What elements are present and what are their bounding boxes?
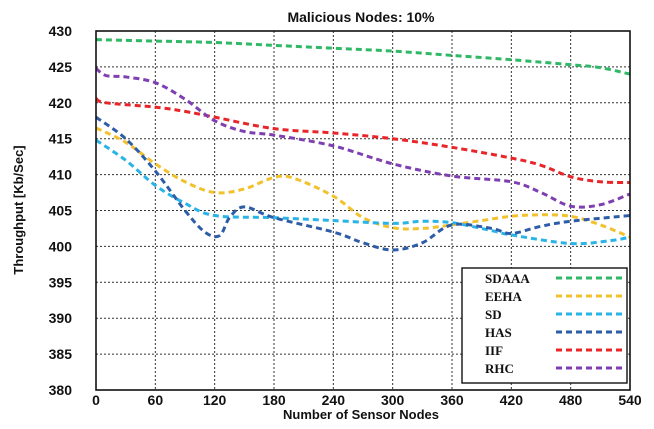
x-tick-label: 420 [500, 392, 524, 408]
y-axis-label: Throughput [Kb/Sec] [11, 145, 26, 274]
legend-box [461, 267, 628, 384]
series-line-iif [95, 97, 631, 184]
y-tick-label: 430 [49, 23, 73, 39]
y-tick-label: 380 [49, 382, 73, 398]
legend-label-sdaaa: SDAAA [485, 271, 530, 286]
y-tick-label: 400 [49, 238, 73, 254]
legend-label-sd: SD [485, 307, 502, 322]
x-tick-label: 0 [92, 392, 100, 408]
x-tick-labels: 0 60 120 180 240 300 360 420 480 540 [92, 392, 642, 408]
x-tick-label: 360 [440, 392, 464, 408]
chart-title: Malicious Nodes: 10% [287, 9, 435, 25]
y-tick-label: 385 [49, 346, 73, 362]
y-tick-label: 410 [49, 167, 73, 183]
series-line-sd [95, 138, 631, 246]
series-line-has [95, 115, 631, 252]
y-tick-label: 395 [49, 274, 73, 290]
x-tick-label: 240 [322, 392, 346, 408]
series-lines [95, 38, 631, 252]
x-axis-label: Number of Sensor Nodes [283, 407, 439, 422]
series-line-sdaaa [95, 38, 631, 76]
y-tick-labels: 380 385 390 395 400 405 410 415 420 425 430 [49, 23, 73, 398]
x-tick-label: 120 [203, 392, 227, 408]
series-line-rhc [95, 67, 631, 209]
y-tick-label: 425 [49, 59, 73, 75]
legend: SDAAA EEHA SD HAS IIF RHC [461, 267, 628, 384]
legend-label-iif: IIF [485, 343, 503, 358]
x-tick-label: 540 [618, 392, 642, 408]
y-tick-label: 415 [49, 131, 73, 147]
x-tick-label: 60 [148, 392, 164, 408]
legend-label-eeha: EEHA [485, 289, 522, 304]
x-tick-label: 180 [262, 392, 286, 408]
x-tick-label: 300 [381, 392, 405, 408]
legend-label-has: HAS [485, 325, 512, 340]
y-tick-label: 405 [49, 203, 73, 219]
y-tick-label: 390 [49, 310, 73, 326]
x-tick-label: 480 [559, 392, 583, 408]
y-tick-label: 420 [49, 95, 73, 111]
plot-frame [95, 30, 631, 391]
legend-label-rhc: RHC [485, 361, 514, 376]
series-line-eeha [95, 126, 631, 239]
